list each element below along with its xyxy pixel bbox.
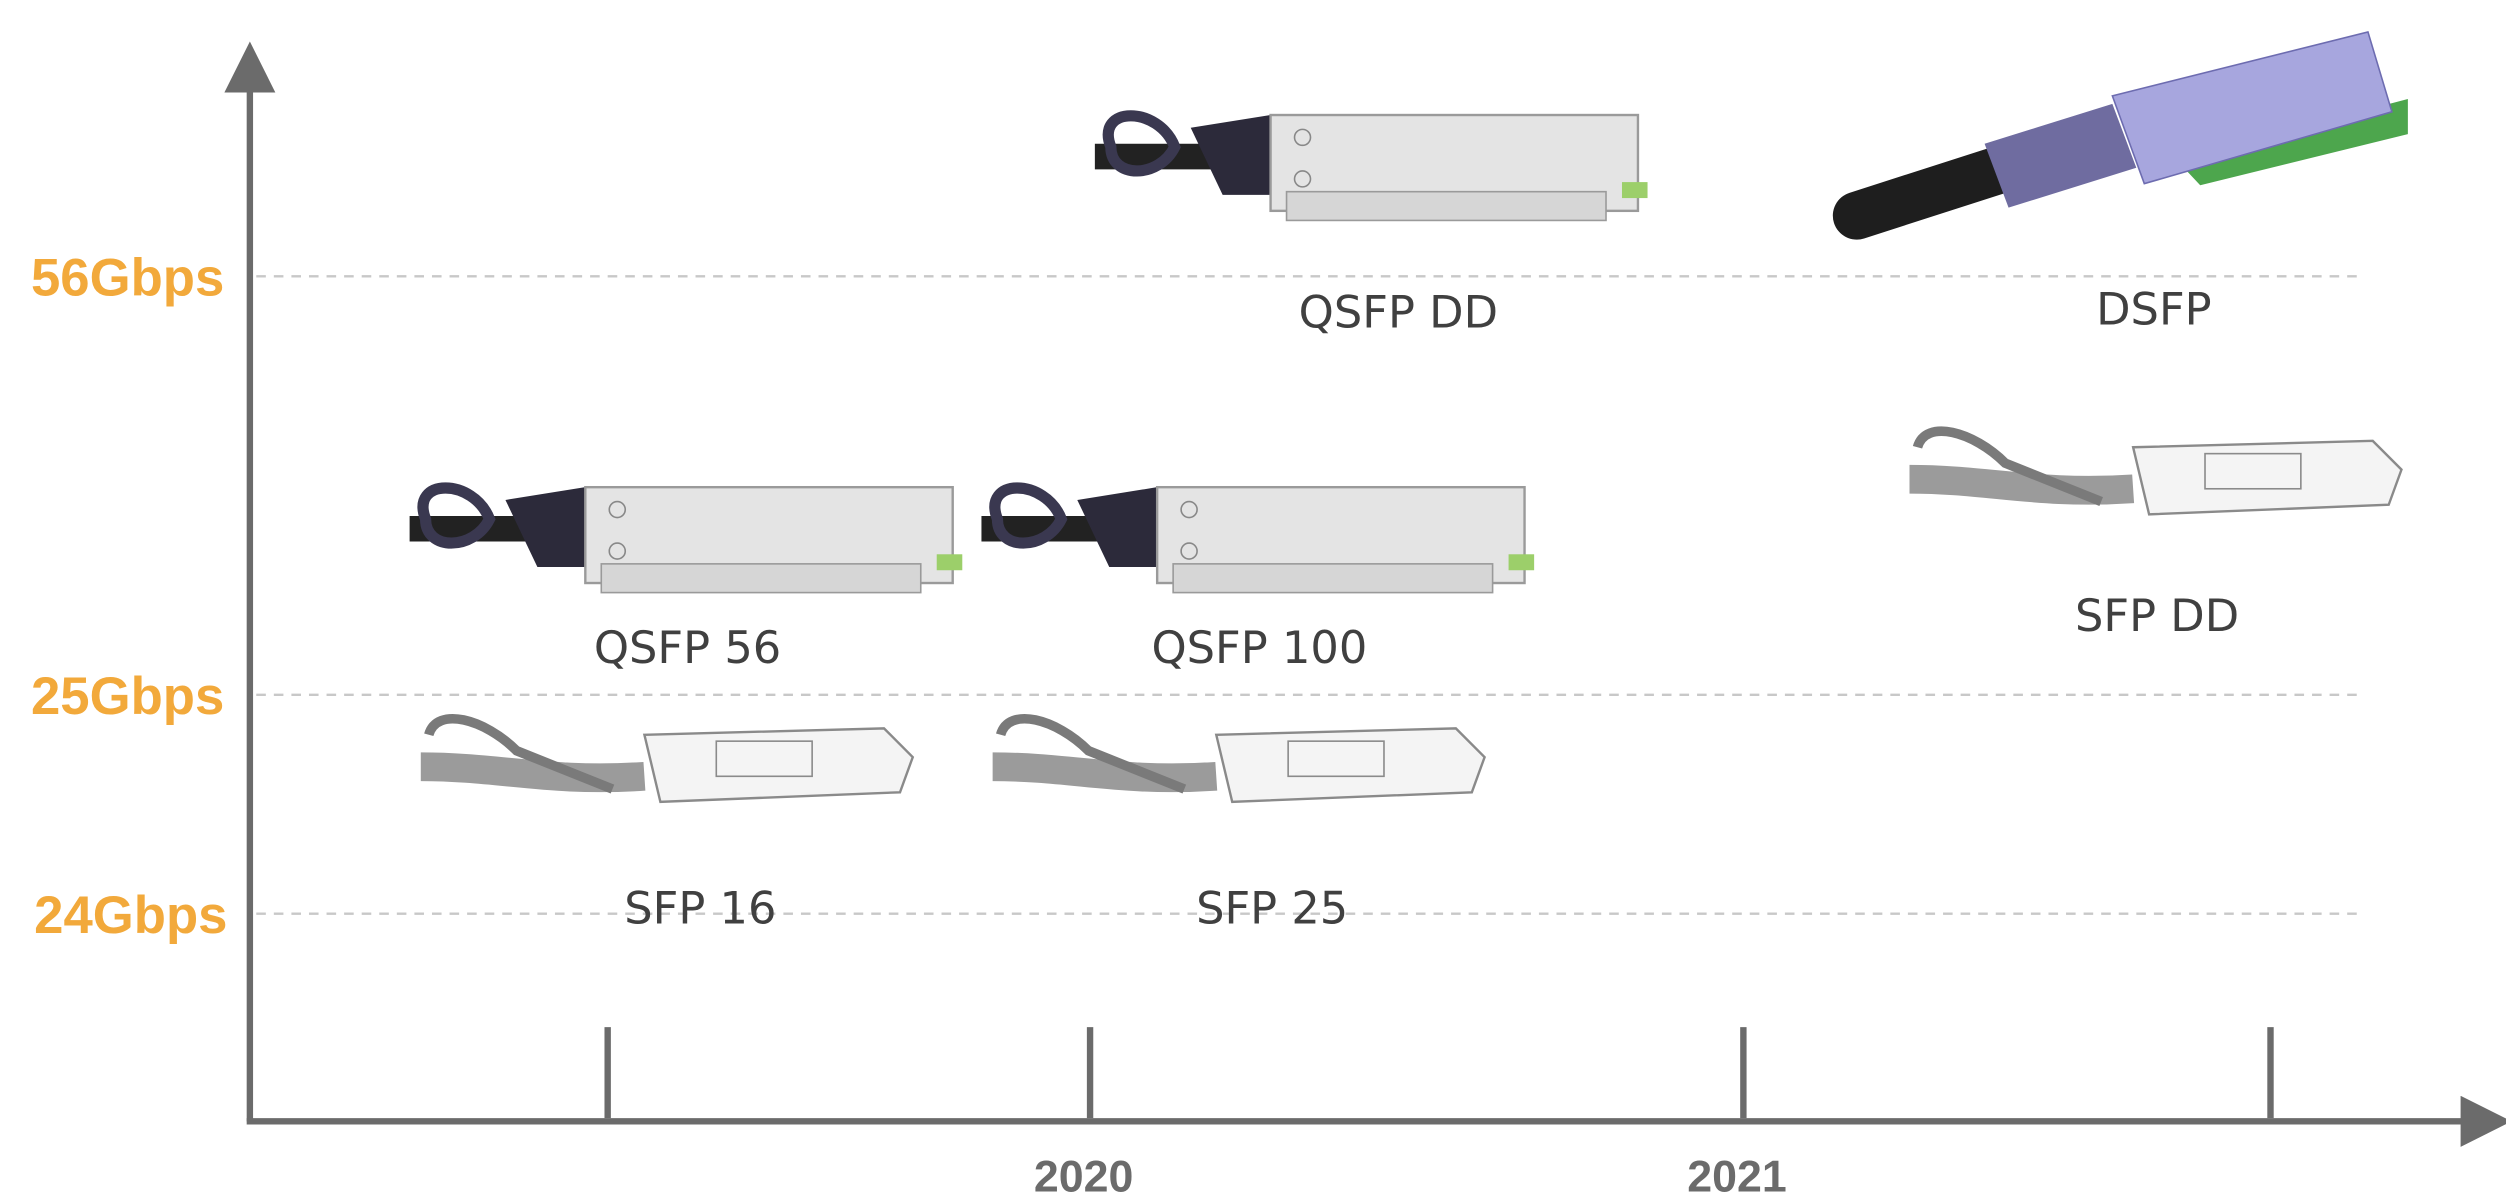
cable [421, 767, 645, 778]
item-label: DSFP [2096, 282, 2212, 335]
level-label: 56Gbps [31, 249, 224, 308]
housing-lower [1173, 564, 1492, 593]
sfp-module-icon [421, 719, 913, 802]
x-label: 2020 [1034, 1153, 1133, 1198]
item-label: SFP 16 [624, 881, 776, 934]
item-label: QSFP 100 [1151, 621, 1367, 674]
housing-lower [1287, 192, 1606, 221]
boot [1985, 104, 2137, 208]
item-label: QSFP DD [1299, 285, 1498, 338]
x-label: 2021 [1687, 1153, 1786, 1198]
housing [1216, 728, 1484, 801]
pcb [1622, 182, 1648, 198]
housing [644, 728, 912, 801]
item-label: QSFP 56 [594, 621, 781, 674]
cable [993, 767, 1217, 778]
sfp-module-icon [1910, 431, 2402, 514]
pcb [937, 554, 963, 570]
housing-lower [601, 564, 920, 593]
pcb [1509, 554, 1535, 570]
level-label: 24Gbps [34, 886, 227, 945]
sfp-module-icon [993, 719, 1485, 802]
qsfp-module-icon [981, 487, 1534, 592]
housing [2133, 441, 2401, 514]
item-label: SFP DD [2075, 589, 2239, 642]
cable [1910, 479, 2134, 490]
timeline-diagram: 56Gbps 25Gbps 24Gbps 2020 2021 QSFP DD DSFP QSF… [0, 0, 2506, 1198]
dsfp-module-icon [1857, 32, 2408, 216]
qsfp-module-icon [410, 487, 963, 592]
item-label: SFP 25 [1196, 881, 1348, 934]
qsfp-module-icon [1095, 115, 1648, 220]
level-label: 25Gbps [31, 667, 224, 726]
